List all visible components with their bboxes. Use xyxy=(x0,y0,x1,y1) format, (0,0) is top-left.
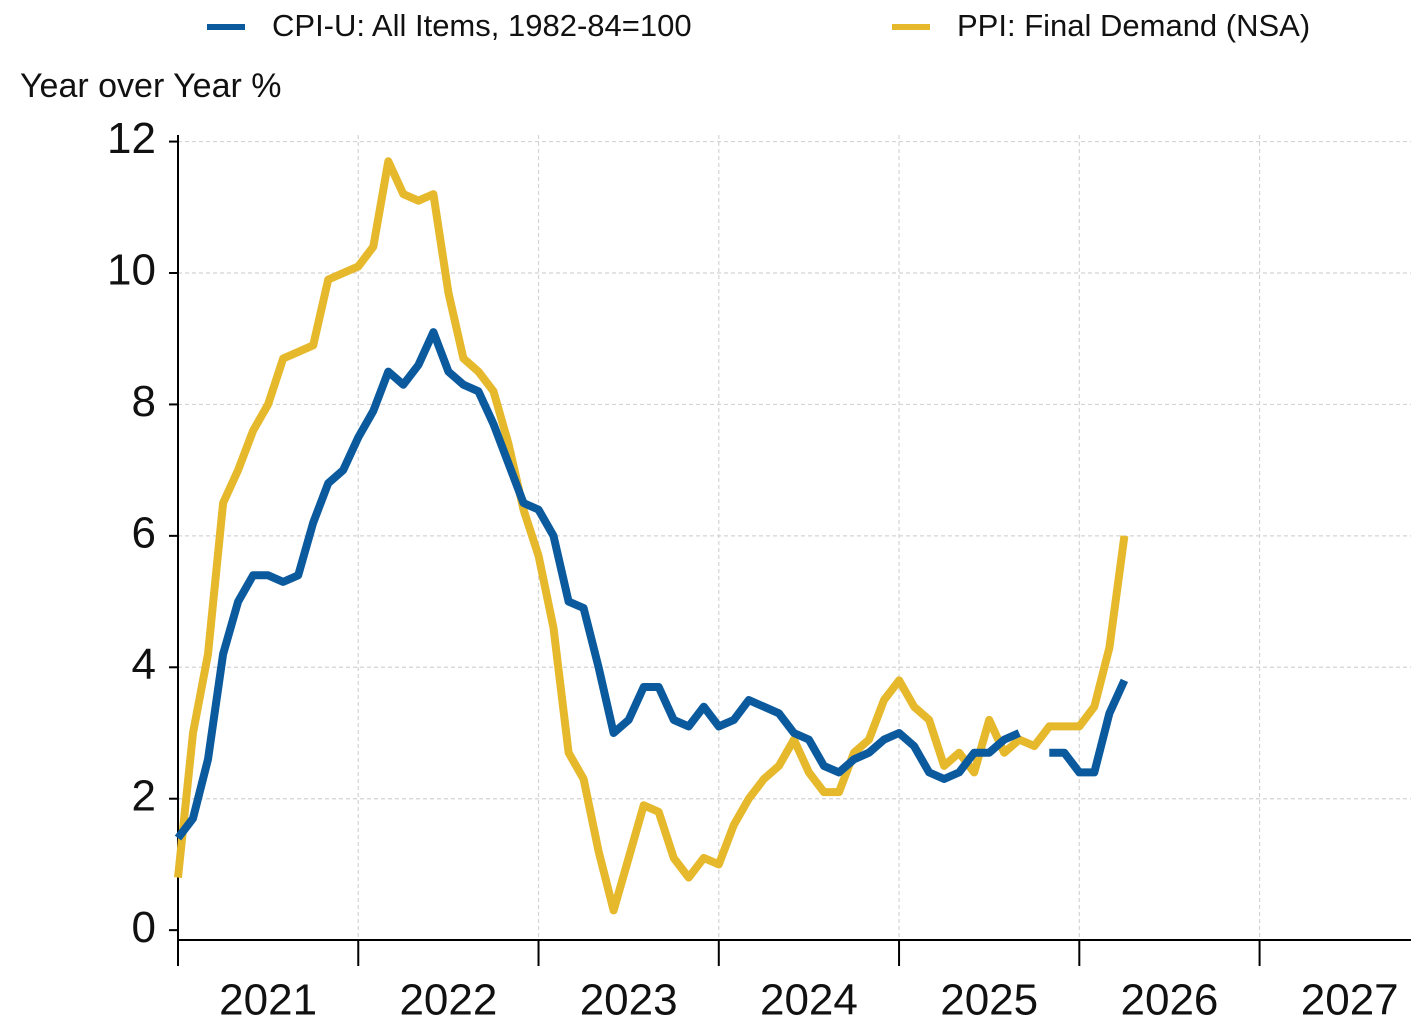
y-tick-label: 12 xyxy=(107,114,156,163)
y-tick-label: 4 xyxy=(132,640,156,689)
y-tick-label: 2 xyxy=(132,771,156,820)
x-tick-label: 2023 xyxy=(580,976,678,1025)
legend-label: CPI-U: All Items, 1982-84=100 xyxy=(272,8,692,43)
x-tick-label: 2027 xyxy=(1301,976,1399,1025)
x-tick-label: 2022 xyxy=(399,976,497,1025)
y-tick-label: 10 xyxy=(107,246,156,295)
legend-label: PPI: Final Demand (NSA) xyxy=(957,8,1310,43)
x-tick-label: 2024 xyxy=(760,976,858,1025)
y-tick-label: 6 xyxy=(132,508,156,557)
series-line xyxy=(174,328,1129,841)
x-tick-label: 2021 xyxy=(219,976,317,1025)
x-tick-label: 2026 xyxy=(1121,976,1219,1025)
y-tick-label: 0 xyxy=(132,903,156,952)
y-tick-label: 8 xyxy=(132,377,156,426)
y-axis-label: Year over Year % xyxy=(20,67,282,105)
x-tick-label: 2025 xyxy=(940,976,1038,1025)
